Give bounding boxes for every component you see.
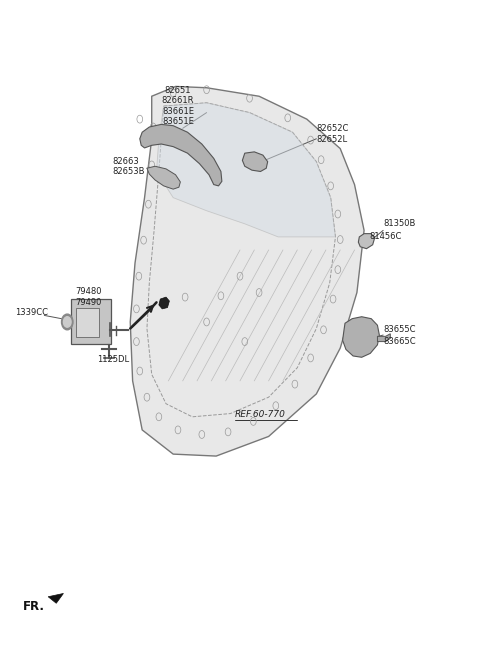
Circle shape xyxy=(63,317,71,327)
Text: 1125DL: 1125DL xyxy=(97,355,129,365)
Circle shape xyxy=(61,314,73,330)
Polygon shape xyxy=(242,152,268,171)
Text: 83655C: 83655C xyxy=(383,325,416,334)
Text: REF.60-770: REF.60-770 xyxy=(235,411,286,419)
Polygon shape xyxy=(377,334,390,342)
Text: 1339CC: 1339CC xyxy=(15,307,48,317)
Polygon shape xyxy=(48,593,63,603)
Text: 81350B: 81350B xyxy=(383,219,416,229)
Text: 82651
82661R
83661E
83651E: 82651 82661R 83661E 83651E xyxy=(162,86,194,126)
Text: 82652C
82652L: 82652C 82652L xyxy=(316,124,349,144)
Polygon shape xyxy=(159,297,169,309)
Polygon shape xyxy=(130,87,364,456)
Polygon shape xyxy=(156,102,336,237)
Text: 81456C: 81456C xyxy=(370,233,402,241)
Polygon shape xyxy=(147,166,180,189)
Polygon shape xyxy=(359,234,374,249)
Text: 79480
79490: 79480 79490 xyxy=(75,287,102,307)
Polygon shape xyxy=(343,317,379,357)
FancyBboxPatch shape xyxy=(76,308,99,337)
Text: 83665C: 83665C xyxy=(383,337,416,346)
FancyBboxPatch shape xyxy=(71,299,111,344)
Text: FR.: FR. xyxy=(23,600,45,613)
Text: 82663
82653B: 82663 82653B xyxy=(112,156,144,176)
Polygon shape xyxy=(140,124,222,186)
